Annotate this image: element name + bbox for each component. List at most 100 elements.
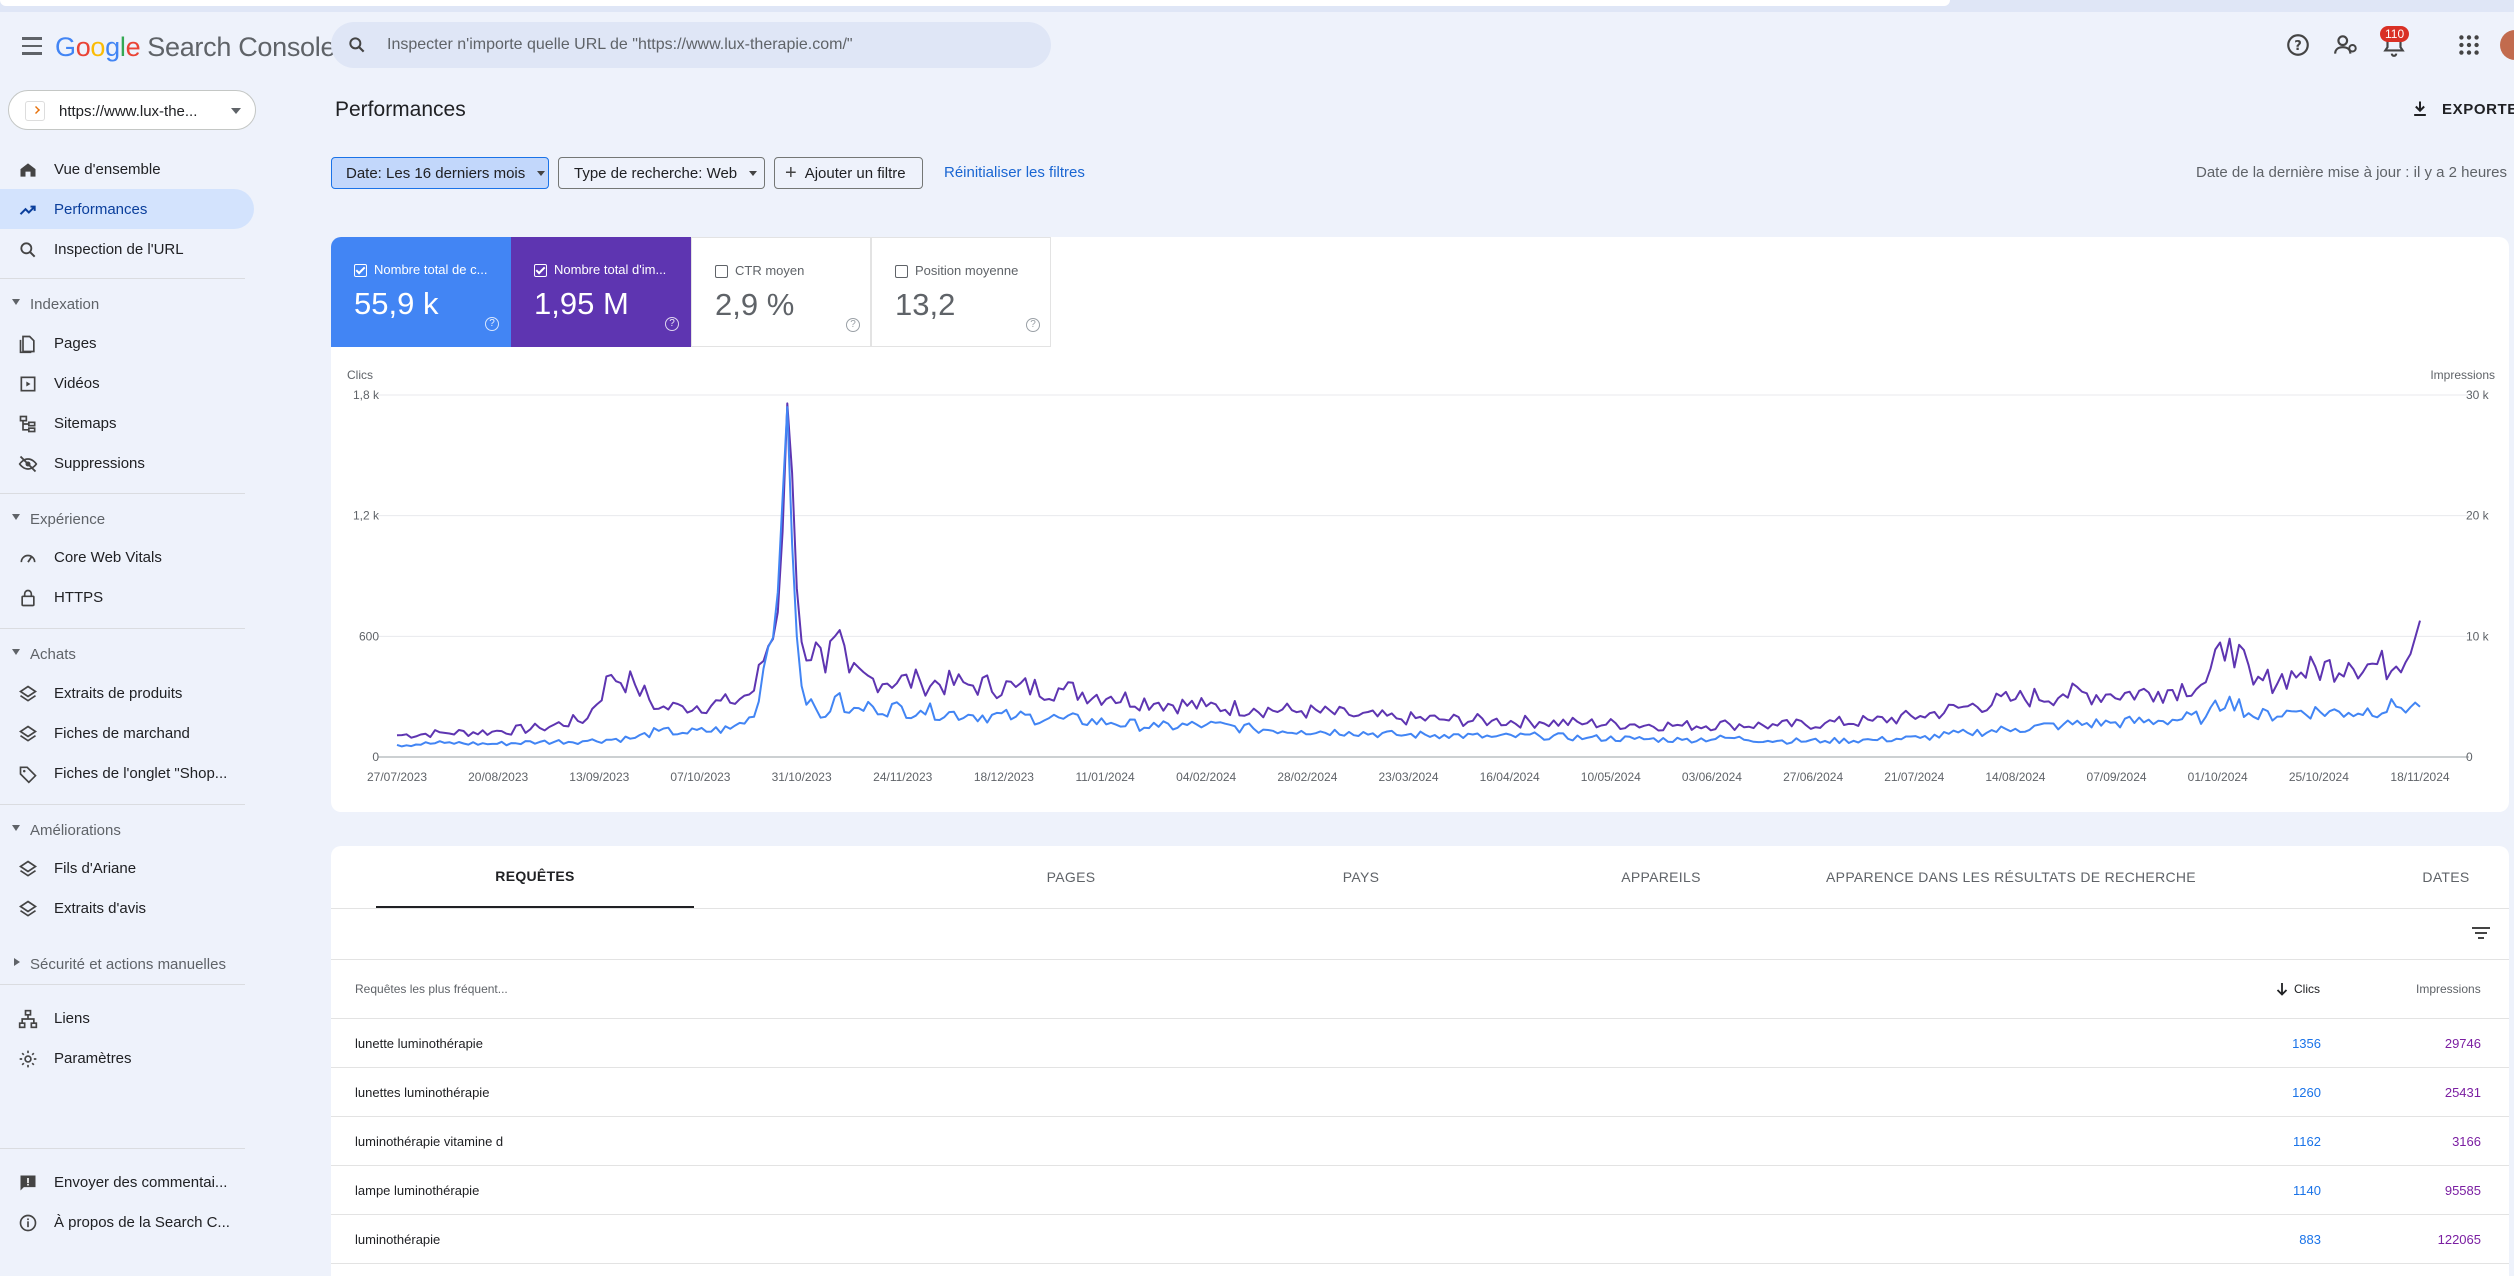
menu-button[interactable] xyxy=(12,28,52,64)
impressions-cell: 3166 xyxy=(2452,1134,2481,1149)
chevron-down-icon xyxy=(749,170,758,176)
sidebar-item-https[interactable]: HTTPS xyxy=(0,577,254,617)
y-tick-left: 0 xyxy=(372,750,379,764)
checkbox-icon[interactable] xyxy=(534,264,547,277)
date-filter-chip[interactable]: Date: Les 16 derniers mois xyxy=(331,157,549,189)
series-line-impressions xyxy=(396,402,2421,739)
app-logo[interactable]: Google Search Console xyxy=(55,32,336,62)
sidebar-item-inspection-de-l-url[interactable]: Inspection de l'URL xyxy=(0,229,254,269)
y-tick-right: 10 k xyxy=(2466,629,2490,643)
sidebar-section-label: Indexation xyxy=(30,296,100,313)
metric-total-clicks[interactable]: Nombre total de c... 55,9 k ? xyxy=(331,237,511,347)
column-header-clicks[interactable]: Clics xyxy=(2276,982,2320,996)
x-tick-label: 24/11/2023 xyxy=(873,770,932,784)
sidebar-item-label: Envoyer des commentai... xyxy=(54,1174,228,1191)
export-button[interactable]: EXPORTER xyxy=(2410,96,2514,122)
y-axis-left-title: Clics xyxy=(347,368,373,382)
sidebar-section-experience[interactable]: Expérience xyxy=(0,503,254,533)
sidebar-item-vue-d-ensemble[interactable]: Vue d'ensemble xyxy=(0,149,254,189)
chevron-down-icon xyxy=(12,299,20,305)
x-tick-label: 21/07/2024 xyxy=(1884,770,1944,784)
metric-total-impressions[interactable]: Nombre total d'im... 1,95 M ? xyxy=(511,237,691,347)
sidebar-item-suppressions[interactable]: Suppressions xyxy=(0,443,254,483)
sidebar-divider xyxy=(0,1148,245,1149)
avatar[interactable] xyxy=(2500,30,2514,60)
url-inspection-search[interactable] xyxy=(331,22,1051,68)
sidebar-divider xyxy=(0,278,245,279)
x-tick-label: 20/08/2023 xyxy=(468,770,528,784)
tag-icon xyxy=(19,766,37,784)
metric-average-ctr[interactable]: CTR moyen 2,9 % ? xyxy=(691,237,871,347)
help-icon[interactable]: ? xyxy=(1026,318,1040,332)
sidebar-item-fiches-de-marchand[interactable]: Fiches de marchand xyxy=(0,713,254,753)
impressions-cell: 122065 xyxy=(2437,1232,2481,1247)
help-icon[interactable]: ? xyxy=(846,318,860,332)
property-selector[interactable]: https://www.lux-the... xyxy=(8,90,256,130)
search-type-filter-chip[interactable]: Type de recherche: Web xyxy=(558,157,765,189)
manage-users-icon[interactable] xyxy=(2333,32,2359,58)
last-update-text: Date de la dernière mise à jour : il y a… xyxy=(2196,164,2507,181)
download-icon xyxy=(2414,101,2426,116)
filter-list-icon[interactable] xyxy=(2469,921,2493,945)
sidebar-item-extraits-d-avis[interactable]: Extraits d'avis xyxy=(0,888,254,928)
sidebar-item-label: À propos de la Search C... xyxy=(54,1214,230,1231)
x-tick-label: 23/03/2024 xyxy=(1378,770,1438,784)
table-row[interactable]: lunettes luminothérapie 1260 25431 xyxy=(331,1068,2509,1117)
sidebar-item-fiches-de-l-onglet-shop[interactable]: Fiches de l'onglet "Shop... xyxy=(0,753,254,793)
sidebar-item-videos[interactable]: Vidéos xyxy=(0,363,254,403)
column-header-impressions[interactable]: Impressions xyxy=(2416,982,2481,996)
search-input[interactable] xyxy=(387,22,1027,68)
help-icon[interactable]: ? xyxy=(2285,32,2311,58)
sidebar-item-performances[interactable]: Performances xyxy=(0,189,254,229)
sidebar-item-a-propos-de-la-search-c[interactable]: À propos de la Search C... xyxy=(0,1202,254,1242)
tab-countries[interactable]: PAYS xyxy=(1342,869,1380,885)
table-row[interactable]: lunette luminothérapie 1356 29746 xyxy=(331,1019,2509,1068)
performance-chart[interactable]: Clics Impressions 0 0 600 10 k 1,2 k 20 k 1,8 k 3… xyxy=(331,357,2509,807)
sidebar-item-label: Liens xyxy=(54,1010,90,1027)
reset-filters-link[interactable]: Réinitialiser les filtres xyxy=(944,164,1085,181)
sidebar-item-liens[interactable]: Liens xyxy=(0,998,254,1038)
performance-panel: Nombre total de c... 55,9 k ? Nombre tot… xyxy=(331,237,2509,812)
tab-search-appearance[interactable]: APPARENCE DANS LES RÉSULTATS DE RECHERCH… xyxy=(1826,869,2196,885)
y-tick-right: 0 xyxy=(2466,750,2473,764)
sidebar-item-extraits-de-produits[interactable]: Extraits de produits xyxy=(0,673,254,713)
notification-badge: 110 xyxy=(2380,26,2410,42)
tab-queries[interactable]: REQUÊTES xyxy=(376,846,694,908)
checkbox-icon[interactable] xyxy=(715,265,728,278)
metric-average-position[interactable]: Position moyenne 13,2 ? xyxy=(871,237,1051,347)
tab-devices[interactable]: APPAREILS xyxy=(1621,869,1701,885)
sidebar-item-fils-d-ariane[interactable]: Fils d'Ariane xyxy=(0,848,254,888)
lock-icon xyxy=(21,589,35,607)
x-tick-label: 13/09/2023 xyxy=(569,770,629,784)
table-divider xyxy=(331,959,2509,960)
sidebar-section-ameliorations[interactable]: Améliorations xyxy=(0,814,254,844)
column-header-query[interactable]: Requêtes les plus fréquent... xyxy=(355,982,508,996)
table-row[interactable]: lampe luminothérapie 1140 95585 xyxy=(331,1166,2509,1215)
table-row[interactable]: luminothérapie vitamine d 1162 3166 xyxy=(331,1117,2509,1166)
sidebar-item-envoyer-des-commentai[interactable]: Envoyer des commentai... xyxy=(0,1162,254,1202)
site-favicon-icon xyxy=(25,101,45,121)
checkbox-icon[interactable] xyxy=(895,265,908,278)
x-tick-label: 07/09/2024 xyxy=(2087,770,2147,784)
checkbox-icon[interactable] xyxy=(354,264,367,277)
help-icon[interactable]: ? xyxy=(485,317,499,331)
clicks-cell: 1162 xyxy=(2293,1134,2321,1149)
sidebar-item-core-web-vitals[interactable]: Core Web Vitals xyxy=(0,537,254,577)
sidebar-item-label: Performances xyxy=(54,201,148,218)
table-row[interactable]: luminothérapie 883 122065 xyxy=(331,1215,2509,1264)
sidebar-section-achats[interactable]: Achats xyxy=(0,638,254,668)
sidebar-section-indexation[interactable]: Indexation xyxy=(0,288,254,318)
sidebar-section-securite-et-actions-manuelles[interactable]: Sécurité et actions manuelles xyxy=(0,948,254,978)
add-filter-button[interactable]: + Ajouter un filtre xyxy=(774,157,923,189)
sidebar-item-parametres[interactable]: Paramètres xyxy=(0,1038,254,1078)
tab-pages[interactable]: PAGES xyxy=(1046,869,1096,885)
help-icon[interactable]: ? xyxy=(665,317,679,331)
sidebar-item-sitemaps[interactable]: Sitemaps xyxy=(0,403,254,443)
sidebar-item-pages[interactable]: Pages xyxy=(0,323,254,363)
tab-dates[interactable]: DATES xyxy=(2422,869,2470,885)
browser-tab[interactable] xyxy=(0,0,1950,6)
sidebar-divider xyxy=(0,984,245,985)
apps-grid-icon[interactable] xyxy=(2456,32,2482,58)
x-tick-label: 25/10/2024 xyxy=(2289,770,2349,784)
x-tick-label: 04/02/2024 xyxy=(1176,770,1236,784)
